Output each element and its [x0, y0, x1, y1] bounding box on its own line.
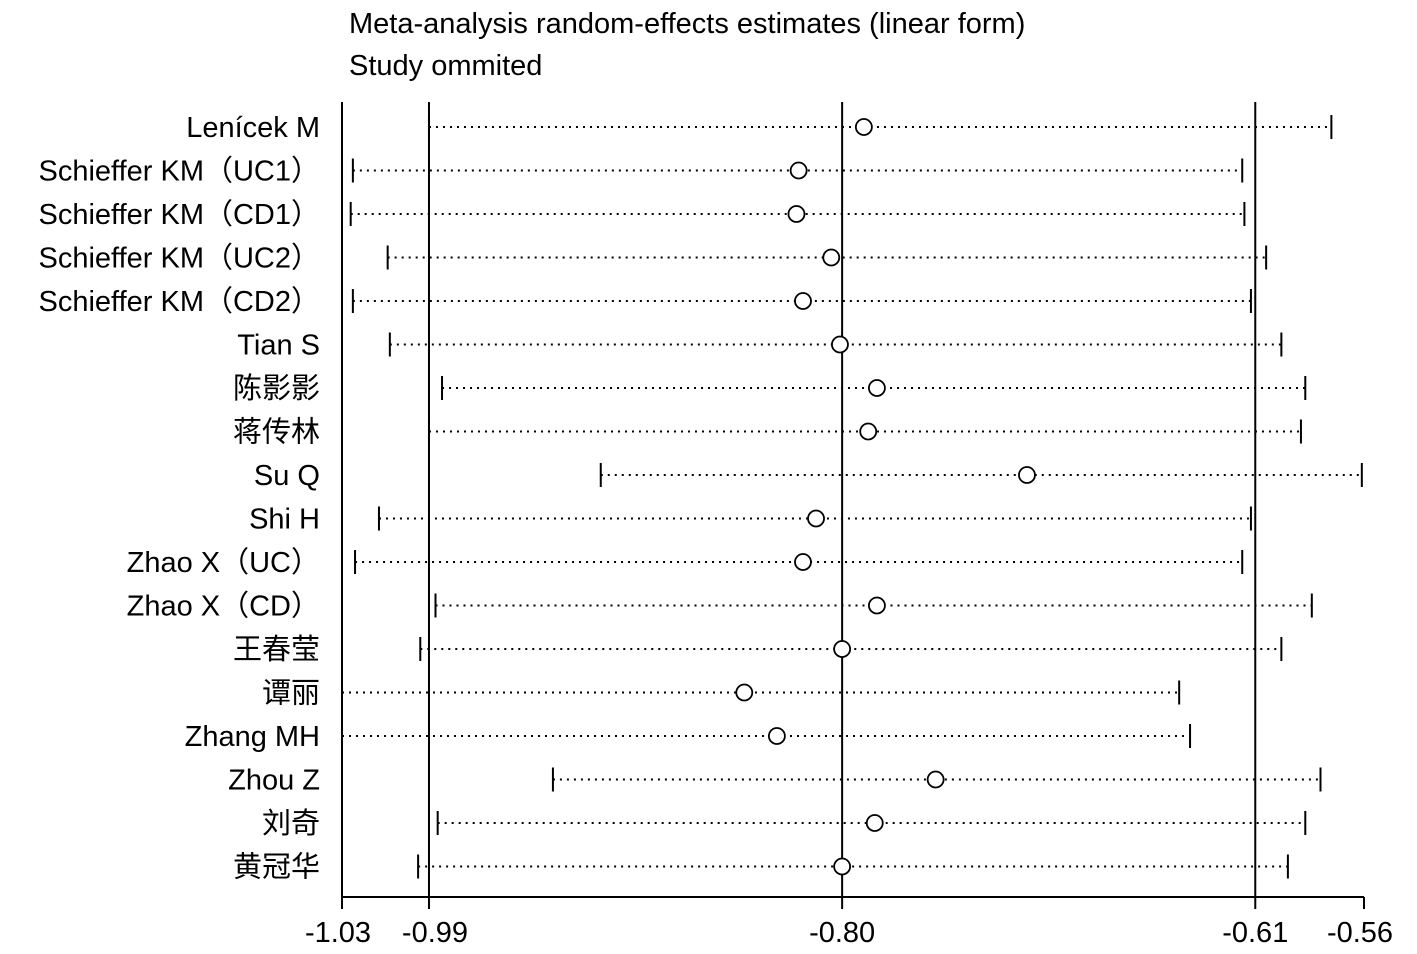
study-row: 陈影影	[233, 372, 1307, 405]
x-tick-label: -1.03	[305, 917, 371, 949]
study-label: Zhang MH	[185, 721, 320, 753]
study-row: Schieffer KM（UC1）	[39, 156, 1244, 188]
estimate-point	[868, 596, 886, 615]
study-row: Zhou Z	[228, 765, 1322, 797]
estimate-point	[865, 814, 884, 832]
estimate-point	[822, 248, 841, 267]
x-tick-label: -0.56	[1327, 917, 1393, 949]
study-row: 黄冠华	[233, 851, 1289, 884]
axes: -1.03 -0.99 -0.80 -0.61 -0.56	[305, 102, 1393, 949]
estimate-point	[854, 118, 873, 136]
estimate-point	[1018, 466, 1036, 484]
study-row: 王春莹	[233, 633, 1283, 666]
study-label: Zhou Z	[228, 765, 320, 797]
study-label: Schieffer KM（CD1）	[39, 199, 321, 231]
study-label: 陈影影	[233, 372, 320, 405]
study-row: Su Q	[254, 460, 1363, 492]
estimate-point	[833, 857, 852, 876]
x-tick-label: -0.61	[1222, 917, 1288, 949]
study-label: 刘奇	[262, 807, 320, 840]
study-label: Schieffer KM（UC1）	[39, 156, 321, 188]
study-row: Tian S	[237, 330, 1283, 362]
study-label: 黄冠华	[233, 851, 320, 884]
study-row: 刘奇	[262, 807, 1307, 840]
study-row: Zhao X（CD）	[127, 591, 1313, 623]
study-label: Tian S	[237, 330, 320, 362]
estimate-point	[735, 683, 754, 702]
study-row: 谭丽	[262, 678, 1181, 710]
study-label: Lenícek M	[186, 112, 320, 144]
study-label: 王春莹	[233, 633, 320, 666]
estimate-point	[789, 161, 808, 180]
reference-lines	[427, 102, 1257, 897]
study-row: Schieffer KM（CD2）	[39, 286, 1252, 318]
estimate-point	[859, 422, 878, 441]
study-label: Schieffer KM（UC2）	[39, 243, 321, 275]
estimate-point	[794, 553, 812, 571]
x-tick-label: -0.99	[402, 917, 468, 949]
x-tick-label: -0.80	[809, 917, 875, 949]
study-label: 谭丽	[262, 678, 320, 710]
estimate-point	[868, 379, 886, 397]
study-label: Zhao X（UC）	[127, 547, 320, 579]
estimate-point	[787, 205, 806, 223]
study-label: Zhao X（CD）	[127, 591, 320, 623]
estimate-point	[831, 335, 849, 354]
estimate-point	[833, 640, 852, 658]
estimate-point	[794, 292, 812, 310]
study-label: 蒋传林	[233, 416, 320, 449]
study-rows: Lenícek M Schieffer KM（UC1） Schieffer KM（C…	[39, 112, 1363, 884]
chart-title: Meta-analysis random-effects estimates (…	[349, 8, 1026, 40]
study-row: Schieffer KM（UC2）	[39, 243, 1268, 275]
estimate-point	[767, 727, 786, 745]
estimate-point	[926, 770, 945, 789]
study-row: Zhang MH	[185, 721, 1192, 753]
study-label: Shi H	[249, 504, 320, 536]
estimate-point	[807, 509, 825, 528]
study-label: Schieffer KM（CD2）	[39, 286, 321, 318]
study-row: Lenícek M	[186, 112, 1333, 144]
study-row: Shi H	[249, 504, 1252, 536]
study-label: Su Q	[254, 460, 320, 492]
chart-subtitle: Study ommited	[349, 50, 543, 82]
study-row: Zhao X（UC）	[127, 547, 1244, 579]
study-row: Schieffer KM（CD1）	[39, 199, 1246, 231]
study-row: 蒋传林	[233, 416, 1302, 449]
